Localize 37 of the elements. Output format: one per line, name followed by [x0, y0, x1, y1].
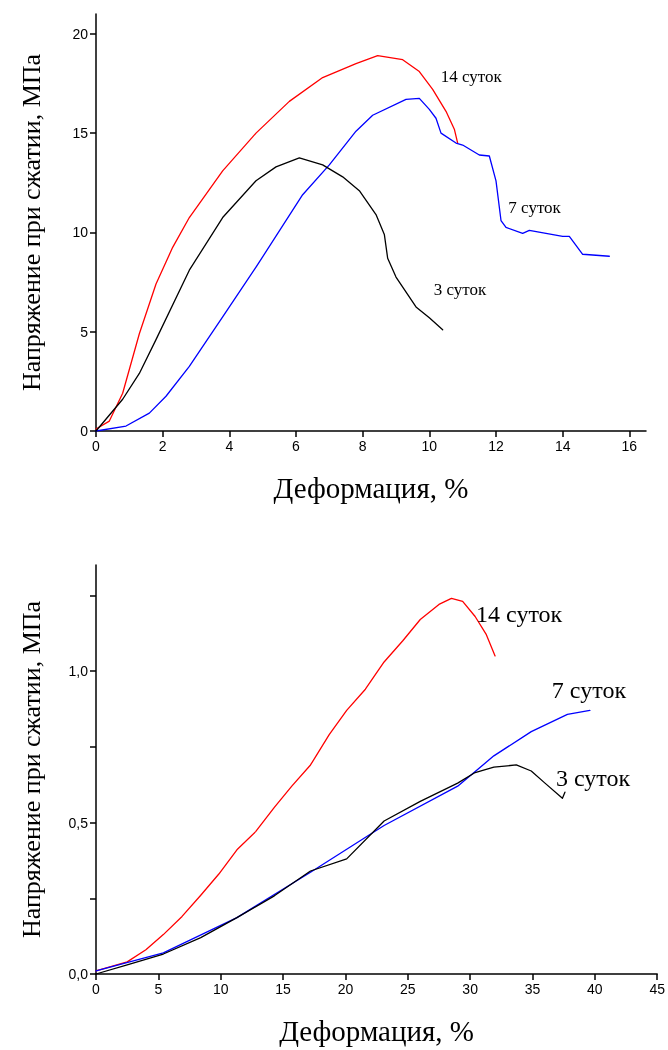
y-tick-label: 10 [72, 224, 89, 241]
y-tick-label: 1,0 [68, 663, 89, 680]
x-tick-label: 25 [400, 981, 416, 997]
x-tick-label: 40 [587, 981, 603, 997]
x-axis-title: Деформация, % [273, 471, 469, 504]
x-tick-label: 4 [225, 438, 234, 454]
x-tick-label: 12 [488, 438, 504, 454]
y-tick-label: 0,5 [68, 814, 89, 831]
y-tick-label: 5 [80, 323, 89, 340]
series-label: 3 суток [433, 280, 487, 300]
x-tick-label: 6 [292, 438, 301, 454]
x-axis-title: Деформация, % [279, 1014, 474, 1047]
x-tick-label: 15 [275, 981, 292, 997]
y-tick-label: 0,0 [68, 966, 89, 982]
x-tick-label: 20 [337, 981, 354, 997]
series-label: 7 суток [508, 197, 562, 217]
x-tick-label: 35 [524, 981, 541, 997]
y-axis-title: Напряжение при сжатии, МПа [16, 53, 46, 392]
y-tick-label: 15 [72, 125, 89, 142]
x-tick-label: 0 [92, 981, 101, 997]
x-tick-label: 2 [158, 438, 167, 454]
x-tick-label: 16 [621, 438, 638, 454]
x-tick-label: 45 [649, 981, 666, 997]
series-label: 14 суток [476, 600, 563, 627]
x-tick-label: 0 [92, 438, 101, 454]
x-tick-label: 10 [421, 438, 438, 454]
series-label: 14 суток [440, 66, 503, 86]
y-tick-label: 20 [72, 25, 89, 42]
x-tick-label: 5 [154, 981, 163, 997]
x-tick-label: 10 [212, 981, 229, 997]
y-tick-label: 0 [80, 423, 89, 439]
series-label: 7 суток [551, 677, 627, 704]
x-tick-label: 14 [554, 438, 571, 454]
y-axis-title: Напряжение при сжатии, МПа [16, 600, 46, 939]
x-tick-label: 30 [462, 981, 479, 997]
series-label: 3 суток [555, 765, 631, 792]
x-tick-label: 8 [358, 438, 367, 454]
